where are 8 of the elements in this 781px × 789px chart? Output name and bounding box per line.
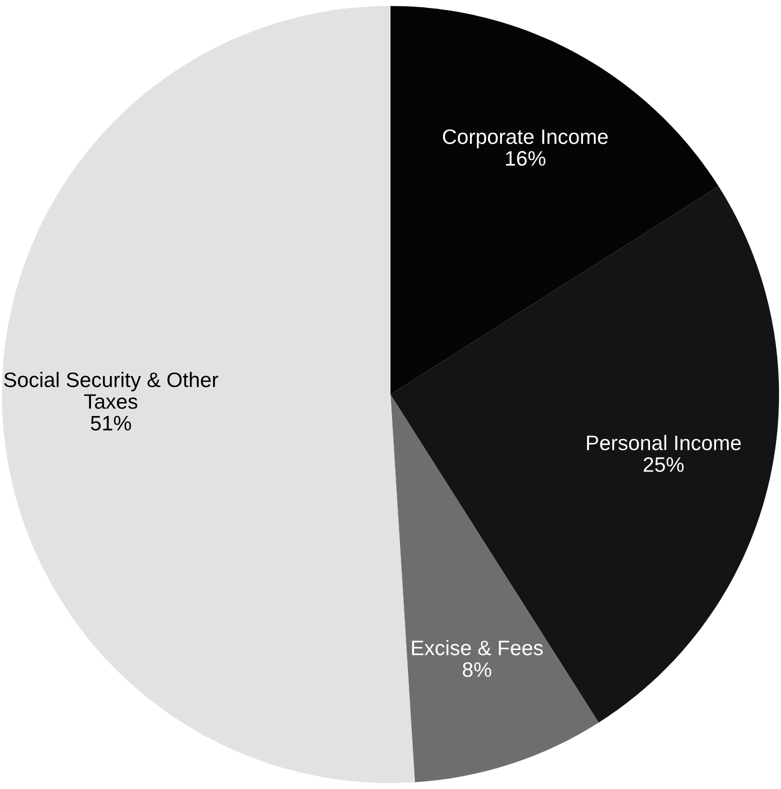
slice-label: Personal Income [587, 434, 741, 450]
slice-label: Corporate Income [442, 129, 608, 148]
slice-label: Excise & Fees [412, 640, 543, 656]
data-label: 16% [506, 151, 546, 166]
data-label: 25% [644, 457, 684, 472]
slice-label: Social Security & Other Taxes [4, 372, 218, 409]
data-label: 51% [90, 416, 131, 431]
data-label: 8% [462, 662, 492, 678]
